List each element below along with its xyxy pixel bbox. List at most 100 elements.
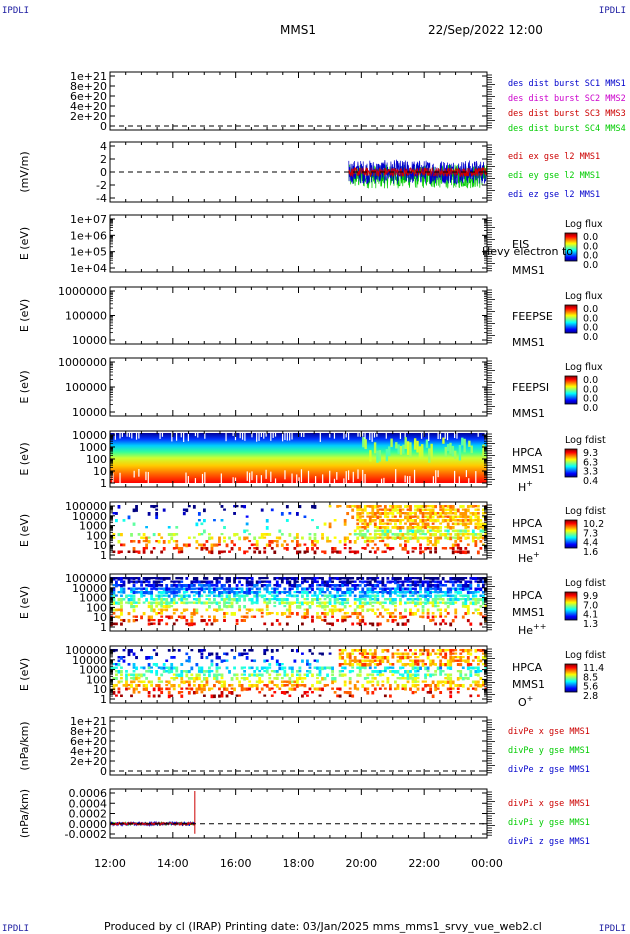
data-gap xyxy=(260,433,262,437)
spectrogram-cell xyxy=(321,677,324,681)
spectrogram-cell xyxy=(373,612,377,615)
spectrogram-cell xyxy=(255,687,259,691)
spectrogram-cell xyxy=(240,619,244,622)
spectrogram-cell xyxy=(167,670,171,674)
spectrogram-cell xyxy=(343,540,347,543)
spectrogram-cell xyxy=(383,512,387,516)
spectrogram-cell xyxy=(474,580,478,583)
spectrogram-cell xyxy=(135,550,138,553)
spectrogram-cell xyxy=(215,584,219,588)
spectrogram-cell xyxy=(404,505,407,508)
spectrogram-cell xyxy=(140,673,143,678)
spectrogram-cell xyxy=(331,577,334,580)
spectrogram-cell xyxy=(446,687,450,691)
spectrogram-cell xyxy=(172,673,176,676)
spectrogram-cell xyxy=(323,598,327,601)
spectrogram-cell xyxy=(205,540,209,543)
spectrogram-cell xyxy=(172,677,176,681)
data-gap xyxy=(270,433,272,441)
y-tick-label: 6e+20 xyxy=(70,90,107,103)
spectrogram-cell xyxy=(298,543,302,547)
spectrogram-cell xyxy=(371,540,375,543)
spectrogram-cell xyxy=(202,580,206,583)
spectrogram-cell xyxy=(378,536,382,539)
spectrogram-cell xyxy=(245,656,249,660)
spectrogram-cell xyxy=(394,670,397,674)
spectrogram-cell xyxy=(210,536,214,540)
spectrogram-cell xyxy=(363,522,367,526)
spectrogram-cell xyxy=(439,529,443,533)
spectrogram-cell xyxy=(469,519,473,523)
spectrogram-cell xyxy=(215,666,219,670)
spectrogram-cell xyxy=(404,512,407,515)
data-gap xyxy=(251,433,253,438)
spectrogram-cell xyxy=(439,587,443,592)
spectrogram-cell xyxy=(471,612,475,615)
spectrogram-cell xyxy=(346,601,350,605)
spectrogram-cell xyxy=(426,691,430,694)
spectrogram-cell xyxy=(351,612,355,616)
spectrogram-cell xyxy=(461,601,465,606)
spectrogram-cell xyxy=(223,601,226,605)
spectrogram-cell xyxy=(361,533,365,537)
spectrogram-cell xyxy=(137,580,141,583)
spectrogram-cell xyxy=(197,687,201,691)
spectrogram-cell xyxy=(323,612,327,616)
spectrogram-cell xyxy=(321,605,324,609)
spectrogram-cell xyxy=(481,680,485,685)
spectrogram-cell xyxy=(449,591,453,594)
spectrogram-cell xyxy=(205,677,209,681)
spectrogram-cell xyxy=(197,677,201,681)
spectrogram-cell xyxy=(363,580,367,583)
spectrogram-cell xyxy=(426,512,430,515)
spectrogram-cell xyxy=(260,536,264,539)
spectrogram-cell xyxy=(283,601,287,605)
colorbar-tick-label: 11.4 xyxy=(583,663,604,674)
spectrogram-cell xyxy=(449,442,452,454)
spectrogram-cell xyxy=(454,515,458,519)
spectrogram-cell xyxy=(223,508,226,511)
spectrogram-cell xyxy=(373,656,377,659)
spectrogram-cell xyxy=(421,601,425,604)
spectrogram-cell xyxy=(112,594,116,598)
spectrogram-cell xyxy=(436,519,440,523)
spectrogram-cell xyxy=(223,659,226,662)
spectrogram-cell xyxy=(238,680,241,684)
spectrogram-cell xyxy=(122,659,126,663)
spectrogram-cell xyxy=(401,591,405,594)
spectrogram-cell xyxy=(414,649,417,652)
spectrogram-cell xyxy=(130,594,133,598)
spectrogram-cell xyxy=(311,594,314,597)
spectrogram-cell xyxy=(361,594,365,598)
spectrogram-cell xyxy=(470,445,473,454)
spectrogram-cell xyxy=(378,580,382,585)
spectrogram-cell xyxy=(466,666,470,671)
spectrogram-cell xyxy=(250,543,254,547)
spectrogram-cell xyxy=(401,526,405,530)
spectrogram-cell xyxy=(255,584,259,587)
spectrogram-cell xyxy=(331,594,334,598)
spectrogram-cell xyxy=(464,598,468,602)
colorbar-tick-label: 3.3 xyxy=(583,467,598,478)
spectrogram-cell xyxy=(321,652,324,656)
spectrogram-cell xyxy=(248,591,252,595)
spectrogram-cell xyxy=(466,687,470,691)
spectrogram-cell xyxy=(348,587,352,592)
spectrogram-cell xyxy=(147,663,151,667)
spectrogram-cell xyxy=(223,536,226,540)
spectrogram-cell xyxy=(356,666,360,670)
spectrogram-cell xyxy=(120,605,123,609)
spectrogram-cell xyxy=(461,519,465,523)
spectrogram-cell xyxy=(215,673,219,678)
spectrogram-cell xyxy=(255,608,259,612)
spectrogram-cell xyxy=(414,584,417,587)
spectrogram-cell xyxy=(311,601,314,606)
spectrogram-cell xyxy=(210,694,214,699)
species-charge: + xyxy=(526,479,533,488)
spectrogram-cell xyxy=(383,584,387,587)
spectrogram-cell xyxy=(250,684,254,688)
spectrogram-cell xyxy=(243,687,247,691)
spectrogram-cell xyxy=(409,533,412,536)
y-axis-label: E (eV) xyxy=(18,227,31,260)
y-tick-label: 1e+21 xyxy=(70,70,107,83)
